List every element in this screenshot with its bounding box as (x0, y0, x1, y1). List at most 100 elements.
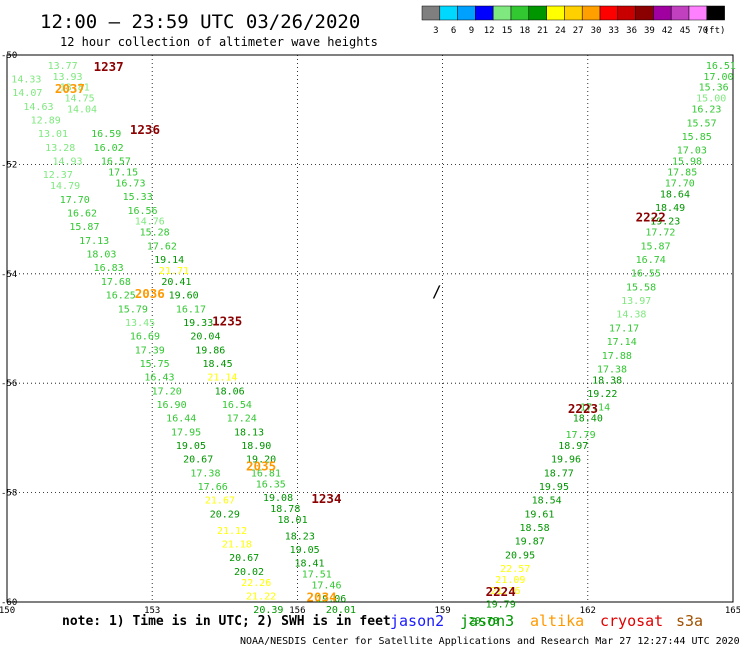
wave-height-value: 14.63 (23, 102, 53, 113)
wave-height-value: 19.61 (524, 509, 554, 520)
wave-height-value: 16.55 (631, 269, 661, 280)
lon-tick-label: 159 (434, 606, 450, 616)
pass-label: 1235 (212, 313, 242, 328)
wave-height-value: 16.23 (691, 105, 721, 116)
wave-height-value: 18.01 (278, 515, 308, 526)
wave-height-value: 16.44 (166, 414, 196, 425)
wave-height-value: 20.95 (505, 550, 535, 561)
wave-height-value: 14.76 (135, 217, 165, 228)
wave-height-value: 20.29 (210, 509, 240, 520)
lon-tick-label: 156 (289, 606, 305, 616)
pass-label: 2035 (246, 458, 276, 473)
wave-height-value: 18.58 (520, 523, 550, 534)
wave-height-value: 18.03 (86, 250, 116, 261)
wave-height-value: 19.08 (263, 493, 293, 504)
wave-height-value: 16.17 (176, 304, 206, 315)
wave-height-value: 16.81 (251, 468, 281, 479)
colorbar-label: 12 (484, 26, 495, 36)
wave-height-value: 17.13 (79, 236, 109, 247)
colorbar-swatch (599, 5, 619, 21)
wave-height-value: 17.38 (597, 364, 627, 375)
colorbar-label: 18 (519, 26, 530, 36)
wave-height-value: 15.75 (140, 359, 170, 370)
wave-height-value: 15.36 (699, 83, 729, 94)
colorbar-label: 9 (469, 26, 474, 36)
wave-height-value: 18.38 (592, 375, 622, 386)
pass-label: 2034 (307, 590, 337, 605)
wave-height-value: 20.02 (234, 567, 264, 578)
wave-height-value: 18.23 (285, 531, 315, 542)
satellite-legend: jason2 jason3 altika cryosat s3a (390, 612, 703, 630)
lat-tick-label: -50 (1, 51, 17, 61)
wave-height-value: 18.49 (655, 203, 685, 214)
wave-height-value: 21.67 (205, 496, 235, 507)
lat-tick-label: -56 (1, 379, 17, 389)
satellite-jason2: jason2 (390, 612, 444, 630)
wave-height-value: 17.62 (147, 241, 177, 252)
colorbar-swatch (688, 5, 708, 21)
wave-height-value: 22.26 (241, 578, 271, 589)
colorbar-label: 30 (591, 26, 602, 36)
colorbar-swatch (475, 5, 494, 21)
wave-height-value: 18.06 (215, 386, 245, 397)
wave-height-value: 16.02 (94, 143, 124, 154)
wave-height-value: 19.60 (169, 291, 199, 302)
wave-height-value: 15.00 (696, 94, 726, 105)
colorbar-swatch (670, 5, 690, 21)
lat-tick-label: -52 (1, 160, 17, 170)
wave-height-value: 13.97 (621, 296, 651, 307)
pass-label: 1236 (130, 122, 160, 137)
wave-height-value: 19.23 (650, 217, 680, 228)
wave-height-value: 14.33 (11, 75, 41, 86)
wave-height-value: 17.14 (607, 337, 637, 348)
wave-height-value: 21.36 (490, 586, 520, 597)
wave-height-value: 13.81 (60, 83, 90, 94)
wave-height-value: 19.05 (176, 441, 206, 452)
wave-height-value: 13.28 (45, 143, 75, 154)
wave-height-value: 17.70 (665, 178, 695, 189)
wave-height-value: 20.01 (326, 605, 356, 616)
wave-height-value: 16.59 (91, 129, 121, 140)
wave-height-value: 16.25 (106, 291, 136, 302)
wave-height-value: 19.96 (551, 455, 581, 466)
lon-tick-label: 153 (144, 606, 160, 616)
wave-height-value: 15.33 (123, 192, 153, 203)
wave-height-value: 18.54 (532, 496, 562, 507)
wave-height-value: 20.04 (190, 332, 220, 343)
wave-height-value: 17.79 (565, 430, 595, 441)
wave-height-value: 20.78 (469, 616, 499, 627)
wave-height-value: 13.77 (48, 61, 78, 72)
wave-height-value: 19.95 (539, 482, 569, 493)
wave-height-value: 16.54 (222, 400, 252, 411)
wave-height-value: 17.85 (667, 168, 697, 179)
colorbar-label: 33 (608, 26, 619, 36)
wave-height-value: 12.89 (31, 116, 61, 127)
wave-height-value: 17.14 (580, 403, 610, 414)
wave-height-value: 13.01 (38, 129, 68, 140)
colorbar-label: 42 (662, 26, 673, 36)
wave-height-value: 17.95 (171, 427, 201, 438)
colorbar-swatch (617, 5, 636, 21)
wave-height-value: 16.51 (706, 61, 736, 72)
wave-height-value: 21.14 (207, 373, 237, 384)
wave-height-value: 19.14 (154, 255, 184, 266)
wave-height-value: 17.00 (703, 72, 733, 83)
wave-height-value: 20.67 (229, 553, 259, 564)
wave-height-value: 14.93 (52, 157, 82, 168)
satellite-cryosat: cryosat (600, 612, 663, 630)
wave-height-value: 15.58 (626, 282, 656, 293)
wave-height-value: 18.41 (294, 559, 324, 570)
colorbar-label: 21 (537, 26, 548, 36)
wave-height-value: 14.79 (50, 181, 80, 192)
wave-height-value: 16.57 (101, 157, 131, 168)
island-glyph: ∕ (432, 282, 442, 301)
lat-tick-label: -58 (1, 489, 17, 499)
wave-height-value: 19.22 (587, 389, 617, 400)
pass-label: 2036 (135, 286, 165, 301)
colorbar-label: 27 (573, 26, 584, 36)
colorbar-label: (ft) (704, 26, 726, 36)
wave-height-value: 20.39 (253, 605, 283, 616)
wave-height-value: 17.24 (227, 414, 257, 425)
